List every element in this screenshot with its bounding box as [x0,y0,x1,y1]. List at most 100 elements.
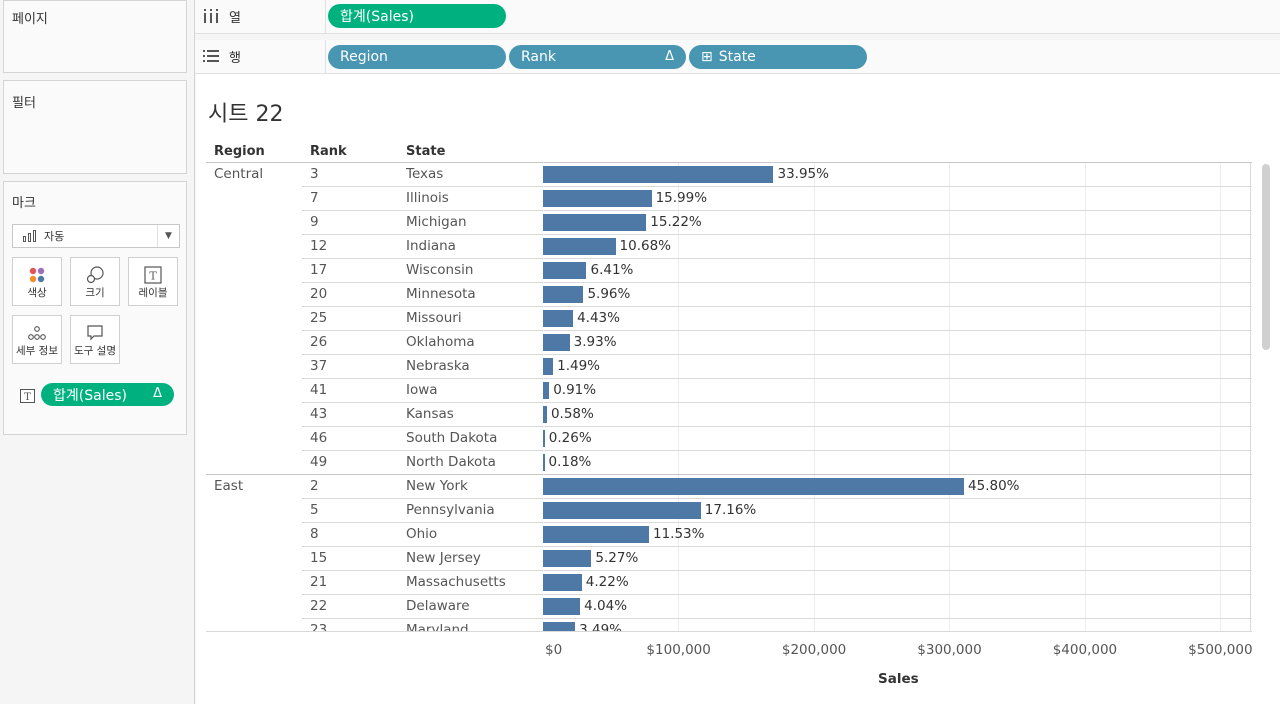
table-row[interactable]: 21 Massachusetts 4.22% [196,570,1252,594]
sales-bar[interactable] [543,406,547,423]
sheet-title: 시트 22 [208,102,284,127]
row-divider [302,522,1252,523]
x-axis-title: Sales [878,671,919,687]
table-row[interactable]: 43 Kansas 0.58% [196,402,1252,426]
sales-bar[interactable] [543,286,584,303]
x-tick-label: $500,000 [1188,642,1253,658]
columns-icon [203,9,219,23]
columns-label-text: 열 [229,10,241,26]
sales-bar[interactable] [543,166,774,183]
sales-bar[interactable] [543,598,581,615]
sales-bar[interactable] [543,526,649,543]
bar-value-label: 5.27% [595,550,639,566]
row-divider [302,210,1252,211]
state-cell: Nebraska [406,358,470,374]
size-circles-icon [71,266,119,284]
row-divider [302,594,1252,595]
columns-sales-pill-label: 합계(Sales) [340,9,414,25]
rank-cell: 46 [310,430,328,446]
svg-text:T: T [24,392,31,403]
sales-bar[interactable] [543,622,576,631]
sales-bar[interactable] [543,310,574,327]
state-cell: Minnesota [406,286,476,302]
region-label: Central [214,166,264,182]
bar-value-label: 3.49% [579,622,622,631]
marks-sales-pill[interactable]: 합계(Sales) Δ [41,383,174,406]
row-divider [302,378,1252,379]
state-cell: North Dakota [406,454,496,470]
sales-bar[interactable] [543,214,647,231]
table-row[interactable]: 22 Delaware 4.04% [196,594,1252,618]
table-row[interactable]: 7 Illinois 15.99% [196,186,1252,210]
table-row[interactable]: 37 Nebraska 1.49% [196,354,1252,378]
table-row[interactable]: 20 Minnesota 5.96% [196,282,1252,306]
table-row[interactable]: 5 Pennsylvania 17.16% [196,498,1252,522]
label-button[interactable]: T 레이블 [128,257,178,306]
view-area: 시트 22 Region Rank State Central 3 Texas 33.… [196,74,1280,704]
filters-card-title: 필터 [12,96,36,111]
table-row[interactable]: 12 Indiana 10.68% [196,234,1252,258]
table-row[interactable]: 26 Oklahoma 3.93% [196,330,1252,354]
color-button[interactable]: 색상 [12,257,62,306]
sort-delta-icon: Δ [153,386,162,401]
table-row[interactable]: 3 Texas 33.95% [196,162,1252,186]
region-divider [206,474,1252,475]
table-row[interactable]: 8 Ohio 11.53% [196,522,1252,546]
table-row[interactable]: 25 Missouri 4.43% [196,306,1252,330]
rank-cell: 21 [310,574,328,590]
x-tick-label: $0 [545,642,563,658]
chevron-down-icon[interactable]: ▼ [157,225,179,247]
sales-bar[interactable] [543,454,545,471]
row-divider [302,330,1252,331]
pane-right-border [1250,162,1251,631]
rank-cell: 8 [310,526,319,542]
row-divider [302,426,1252,427]
bar-value-label: 15.99% [655,190,708,206]
rows-rank-pill[interactable]: Rank Δ [509,45,686,69]
table-row[interactable]: 17 Wisconsin 6.41% [196,258,1252,282]
columns-shelf-label: 열 [203,0,323,32]
sales-bar[interactable] [543,502,701,519]
mark-type-dropdown[interactable]: 자동 ▼ [12,224,180,248]
rank-cell: 2 [310,478,319,494]
rank-header: Rank [310,144,347,159]
sales-bar[interactable] [543,574,582,591]
filters-card[interactable]: 필터 [3,80,187,174]
state-cell: Michigan [406,214,467,230]
bar-value-label: 0.18% [548,454,592,470]
detail-button-label: 세부 정보 [16,345,58,357]
sales-bar[interactable] [543,358,554,375]
table-row[interactable]: 15 New Jersey 5.27% [196,546,1252,570]
table-row[interactable]: 2 New York 45.80% [196,474,1252,498]
sales-bar[interactable] [543,550,592,567]
tooltip-button[interactable]: 도구 설명 [70,315,120,364]
detail-button[interactable]: 세부 정보 [12,315,62,364]
size-button-label: 크기 [85,287,105,299]
sales-bar[interactable] [543,382,550,399]
sales-bar[interactable] [543,238,616,255]
table-row[interactable]: 41 Iowa 0.91% [196,378,1252,402]
table-row[interactable]: 49 North Dakota 0.18% [196,450,1252,474]
expand-plus-icon: ⊞ [701,49,713,65]
sales-bar[interactable] [543,430,545,447]
table-row[interactable]: 46 South Dakota 0.26% [196,426,1252,450]
sales-bar[interactable] [543,478,965,495]
rank-cell: 26 [310,334,328,350]
sales-bar[interactable] [543,334,570,351]
label-button-label: 레이블 [138,287,168,299]
table-row[interactable]: 23 Maryland 3.49% [196,618,1252,631]
size-button[interactable]: 크기 [70,257,120,306]
table-row[interactable]: 9 Michigan 15.22% [196,210,1252,234]
bar-value-label: 10.68% [619,238,671,254]
vertical-scrollbar[interactable] [1262,164,1270,350]
rows-state-pill[interactable]: ⊞ State [689,45,867,69]
rank-cell: 5 [310,502,319,518]
pages-card[interactable]: 페이지 [3,0,187,73]
sales-bar[interactable] [543,262,587,279]
columns-sales-pill[interactable]: 합계(Sales) [328,4,506,28]
rank-cell: 41 [310,382,328,398]
region-header: Region [214,144,265,159]
rows-region-pill[interactable]: Region [328,45,506,69]
x-tick-label: $300,000 [917,642,982,658]
sales-bar[interactable] [543,190,652,207]
